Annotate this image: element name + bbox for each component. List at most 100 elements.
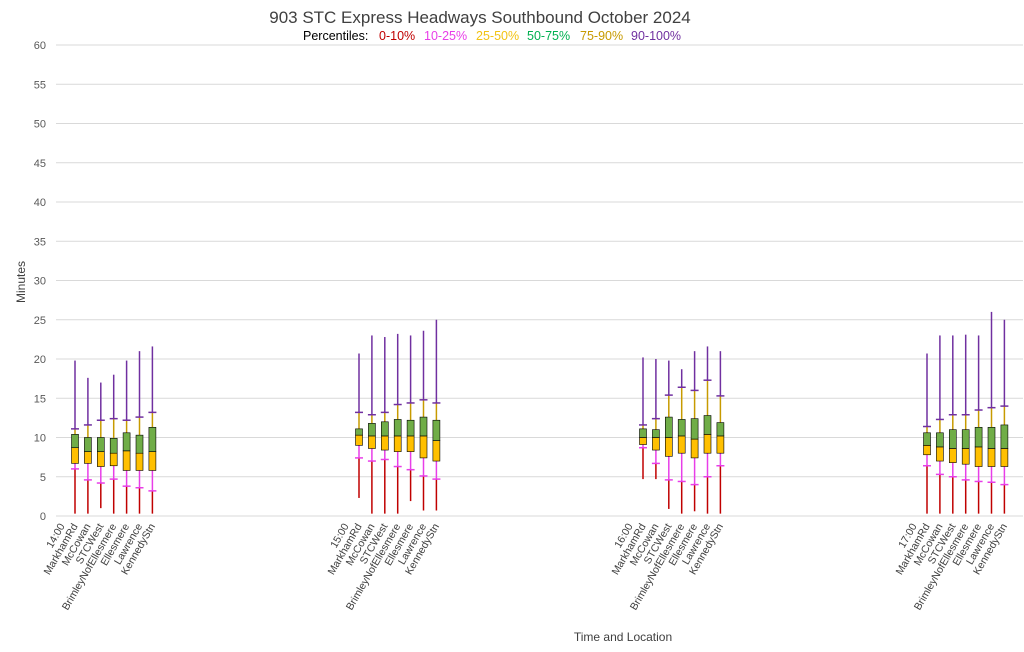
- box-KennedyStn: [148, 346, 157, 514]
- box-MarkhamRd: [639, 357, 647, 480]
- box-50-75: [419, 416, 428, 437]
- box-MarkhamRd: [71, 360, 79, 514]
- legend-item: 25-50%: [476, 29, 519, 43]
- box-Ellesmere: [406, 335, 415, 502]
- box-McCowan: [651, 359, 660, 480]
- group-1600: [639, 346, 725, 514]
- box-25-50: [974, 446, 983, 467]
- box-25-50: [109, 452, 118, 467]
- box-Ellesmere: [974, 335, 983, 514]
- box-25-50: [652, 437, 660, 451]
- box-STCWest: [948, 335, 957, 514]
- box-25-50: [406, 435, 415, 452]
- box-KennedyStn: [716, 351, 725, 514]
- box-50-75: [936, 432, 944, 448]
- box-BrimleyNofEllesmere: [393, 333, 402, 514]
- box-50-75: [380, 421, 389, 437]
- y-tick-label: 10: [34, 433, 46, 445]
- box-50-75: [716, 422, 725, 437]
- box-25-50: [432, 440, 441, 462]
- group-1700: [923, 311, 1009, 514]
- group-1400: [71, 346, 157, 514]
- box-25-50: [716, 435, 725, 454]
- y-tick-label: 30: [34, 276, 46, 288]
- box-25-50: [1000, 448, 1009, 467]
- box-50-75: [148, 426, 157, 452]
- box-25-50: [677, 435, 686, 454]
- y-tick-label: 20: [34, 354, 46, 366]
- box-50-75: [71, 434, 79, 449]
- box-McCowan: [935, 335, 944, 514]
- box-STCWest: [380, 337, 389, 514]
- box-Ellesmere: [122, 360, 131, 514]
- box-50-75: [135, 434, 144, 454]
- box-BrimleyNofEllesmere: [109, 374, 118, 514]
- box-Lawrence: [987, 311, 996, 514]
- y-tick-label: 45: [34, 158, 46, 170]
- box-25-50: [948, 448, 957, 463]
- box-50-75: [355, 428, 363, 436]
- box-STCWest: [664, 360, 673, 509]
- y-tick-label: 35: [34, 236, 46, 248]
- box-McCowan: [367, 335, 376, 514]
- box-KennedyStn: [432, 319, 441, 511]
- box-25-50: [961, 448, 970, 465]
- legend-item: 75-90%: [580, 29, 623, 43]
- box-BrimleyNofEllesmere: [961, 334, 970, 514]
- box-Lawrence: [703, 346, 712, 514]
- box-KennedyStn: [1000, 319, 1009, 514]
- box-50-75: [109, 437, 118, 454]
- box-50-75: [690, 418, 699, 440]
- y-tick-label: 0: [40, 511, 46, 523]
- y-tick-label: 40: [34, 197, 46, 209]
- box-25-50: [380, 435, 389, 451]
- box-25-50: [368, 435, 376, 449]
- box-25-50: [84, 451, 92, 464]
- box-Lawrence: [419, 330, 428, 511]
- x-axis-labels: 14:00MarkhamRdMcCowanSTCWestBrimleyNofEl…: [42, 521, 1010, 612]
- box-50-75: [948, 429, 957, 449]
- box-25-50: [987, 448, 996, 467]
- legend-item: 10-25%: [424, 29, 467, 43]
- x-axis-title: Time and Location: [574, 630, 672, 644]
- box-50-75: [677, 419, 686, 437]
- box-MarkhamRd: [923, 353, 931, 514]
- box-50-75: [703, 415, 712, 435]
- box-25-50: [639, 437, 647, 445]
- box-25-50: [936, 446, 944, 462]
- box-Ellesmere: [690, 351, 699, 512]
- box-50-75: [406, 419, 415, 437]
- y-tick-label: 60: [34, 40, 46, 52]
- y-tick-label: 5: [40, 472, 46, 484]
- box-50-75: [639, 428, 647, 438]
- y-tick-label: 50: [34, 119, 46, 131]
- legend-item: 0-10%: [379, 29, 415, 43]
- legend-label: Percentiles:: [303, 29, 368, 43]
- box-25-50: [71, 447, 79, 464]
- box-STCWest: [96, 382, 105, 509]
- box-BrimleyNofEllesmere: [677, 369, 686, 514]
- box-25-50: [148, 451, 157, 471]
- y-tick-label: 15: [34, 393, 46, 405]
- box-50-75: [432, 419, 441, 441]
- y-axis-title: Minutes: [14, 261, 28, 303]
- box-25-50: [135, 452, 144, 471]
- box-50-75: [987, 426, 996, 449]
- plot-area: [71, 311, 1009, 514]
- y-tick-label: 25: [34, 315, 46, 327]
- chart-title: 903 STC Express Headways Southbound Octo…: [269, 8, 690, 27]
- box-25-50: [690, 438, 699, 459]
- box-50-75: [122, 432, 131, 452]
- box-25-50: [703, 434, 712, 454]
- group-1500: [355, 319, 441, 514]
- legend: Percentiles: 0-10% 10-25% 25-50% 50-75% 75-90…: [303, 29, 681, 43]
- y-tick-label: 55: [34, 79, 46, 91]
- box-50-75: [652, 429, 660, 438]
- box-50-75: [1000, 424, 1009, 449]
- box-25-50: [419, 435, 428, 459]
- box-25-50: [923, 445, 931, 456]
- box-25-50: [393, 435, 402, 452]
- box-50-75: [393, 419, 402, 437]
- box-25-50: [355, 434, 363, 446]
